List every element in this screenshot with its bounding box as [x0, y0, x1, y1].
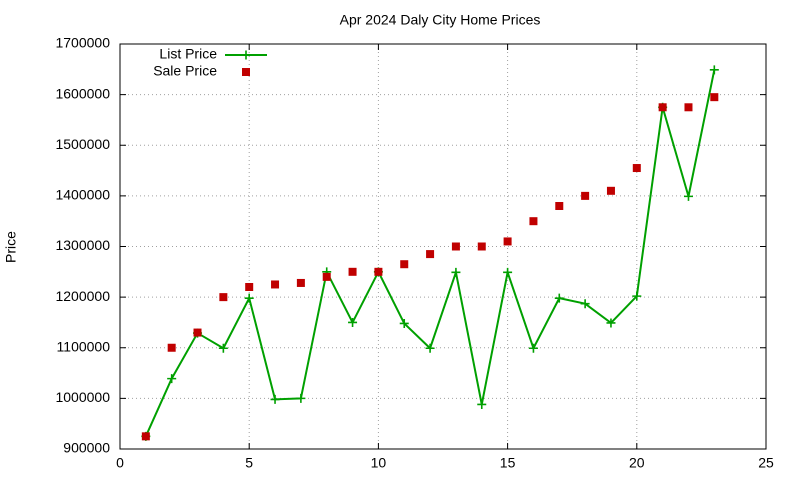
y-tick-label: 1000000 [55, 389, 110, 405]
data-point [555, 202, 564, 210]
y-tick-label: 1400000 [55, 187, 110, 203]
x-tick-label: 15 [500, 455, 516, 471]
data-point [400, 260, 409, 269]
data-point [451, 267, 461, 277]
y-tick-label: 1100000 [57, 338, 111, 354]
data-point [503, 237, 512, 246]
data-point [451, 242, 460, 251]
plot-frame [119, 43, 767, 450]
data-point [580, 299, 590, 309]
data-point [606, 186, 615, 195]
data-point [296, 278, 305, 287]
y-axis-label: Price [3, 231, 19, 263]
legend-label: Sale Price [153, 63, 217, 79]
x-tick-label: 10 [371, 455, 387, 471]
data-point [426, 250, 435, 259]
data-point [141, 432, 150, 441]
y-tick-label: 1300000 [55, 237, 110, 253]
data-point [167, 343, 176, 352]
data-point [503, 267, 513, 277]
data-point [710, 93, 719, 102]
data-point [425, 343, 435, 353]
data-point [477, 242, 486, 251]
data-point [528, 343, 538, 353]
data-point [193, 328, 202, 337]
y-tick-label: 900000 [63, 440, 110, 456]
data-point [270, 394, 280, 404]
data-point [219, 293, 228, 302]
data-point [322, 272, 331, 281]
chart-title: Apr 2024 Daly City Home Prices [340, 12, 541, 28]
legend-label: List Price [159, 46, 217, 62]
data-point [632, 164, 641, 173]
data-point [606, 318, 616, 328]
data-point [271, 280, 280, 289]
data-point [399, 318, 409, 328]
y-tick-label: 1700000 [55, 35, 110, 51]
data-point [658, 103, 667, 112]
data-point [348, 317, 358, 327]
x-tick-label: 25 [758, 455, 774, 471]
y-tick-label: 1500000 [55, 136, 110, 152]
legend-marker [242, 68, 250, 76]
x-tick-label: 0 [116, 455, 124, 471]
data-point [167, 374, 177, 384]
data-point [683, 191, 693, 201]
y-tick-label: 1200000 [55, 288, 110, 304]
data-point [296, 393, 306, 403]
y-tick-label: 1600000 [55, 85, 110, 101]
data-point [218, 343, 228, 353]
data-point [374, 267, 383, 276]
data-point [477, 399, 487, 409]
data-point [684, 103, 693, 112]
data-point [244, 293, 254, 303]
x-tick-label: 5 [245, 455, 253, 471]
data-point [632, 291, 642, 301]
data-point [581, 191, 590, 200]
x-tick-label: 20 [629, 455, 645, 471]
data-point [529, 217, 538, 226]
data-point [348, 267, 357, 276]
data-point [709, 65, 719, 75]
legend-marker [241, 50, 251, 60]
data-point [554, 293, 564, 303]
data-point [245, 283, 254, 291]
